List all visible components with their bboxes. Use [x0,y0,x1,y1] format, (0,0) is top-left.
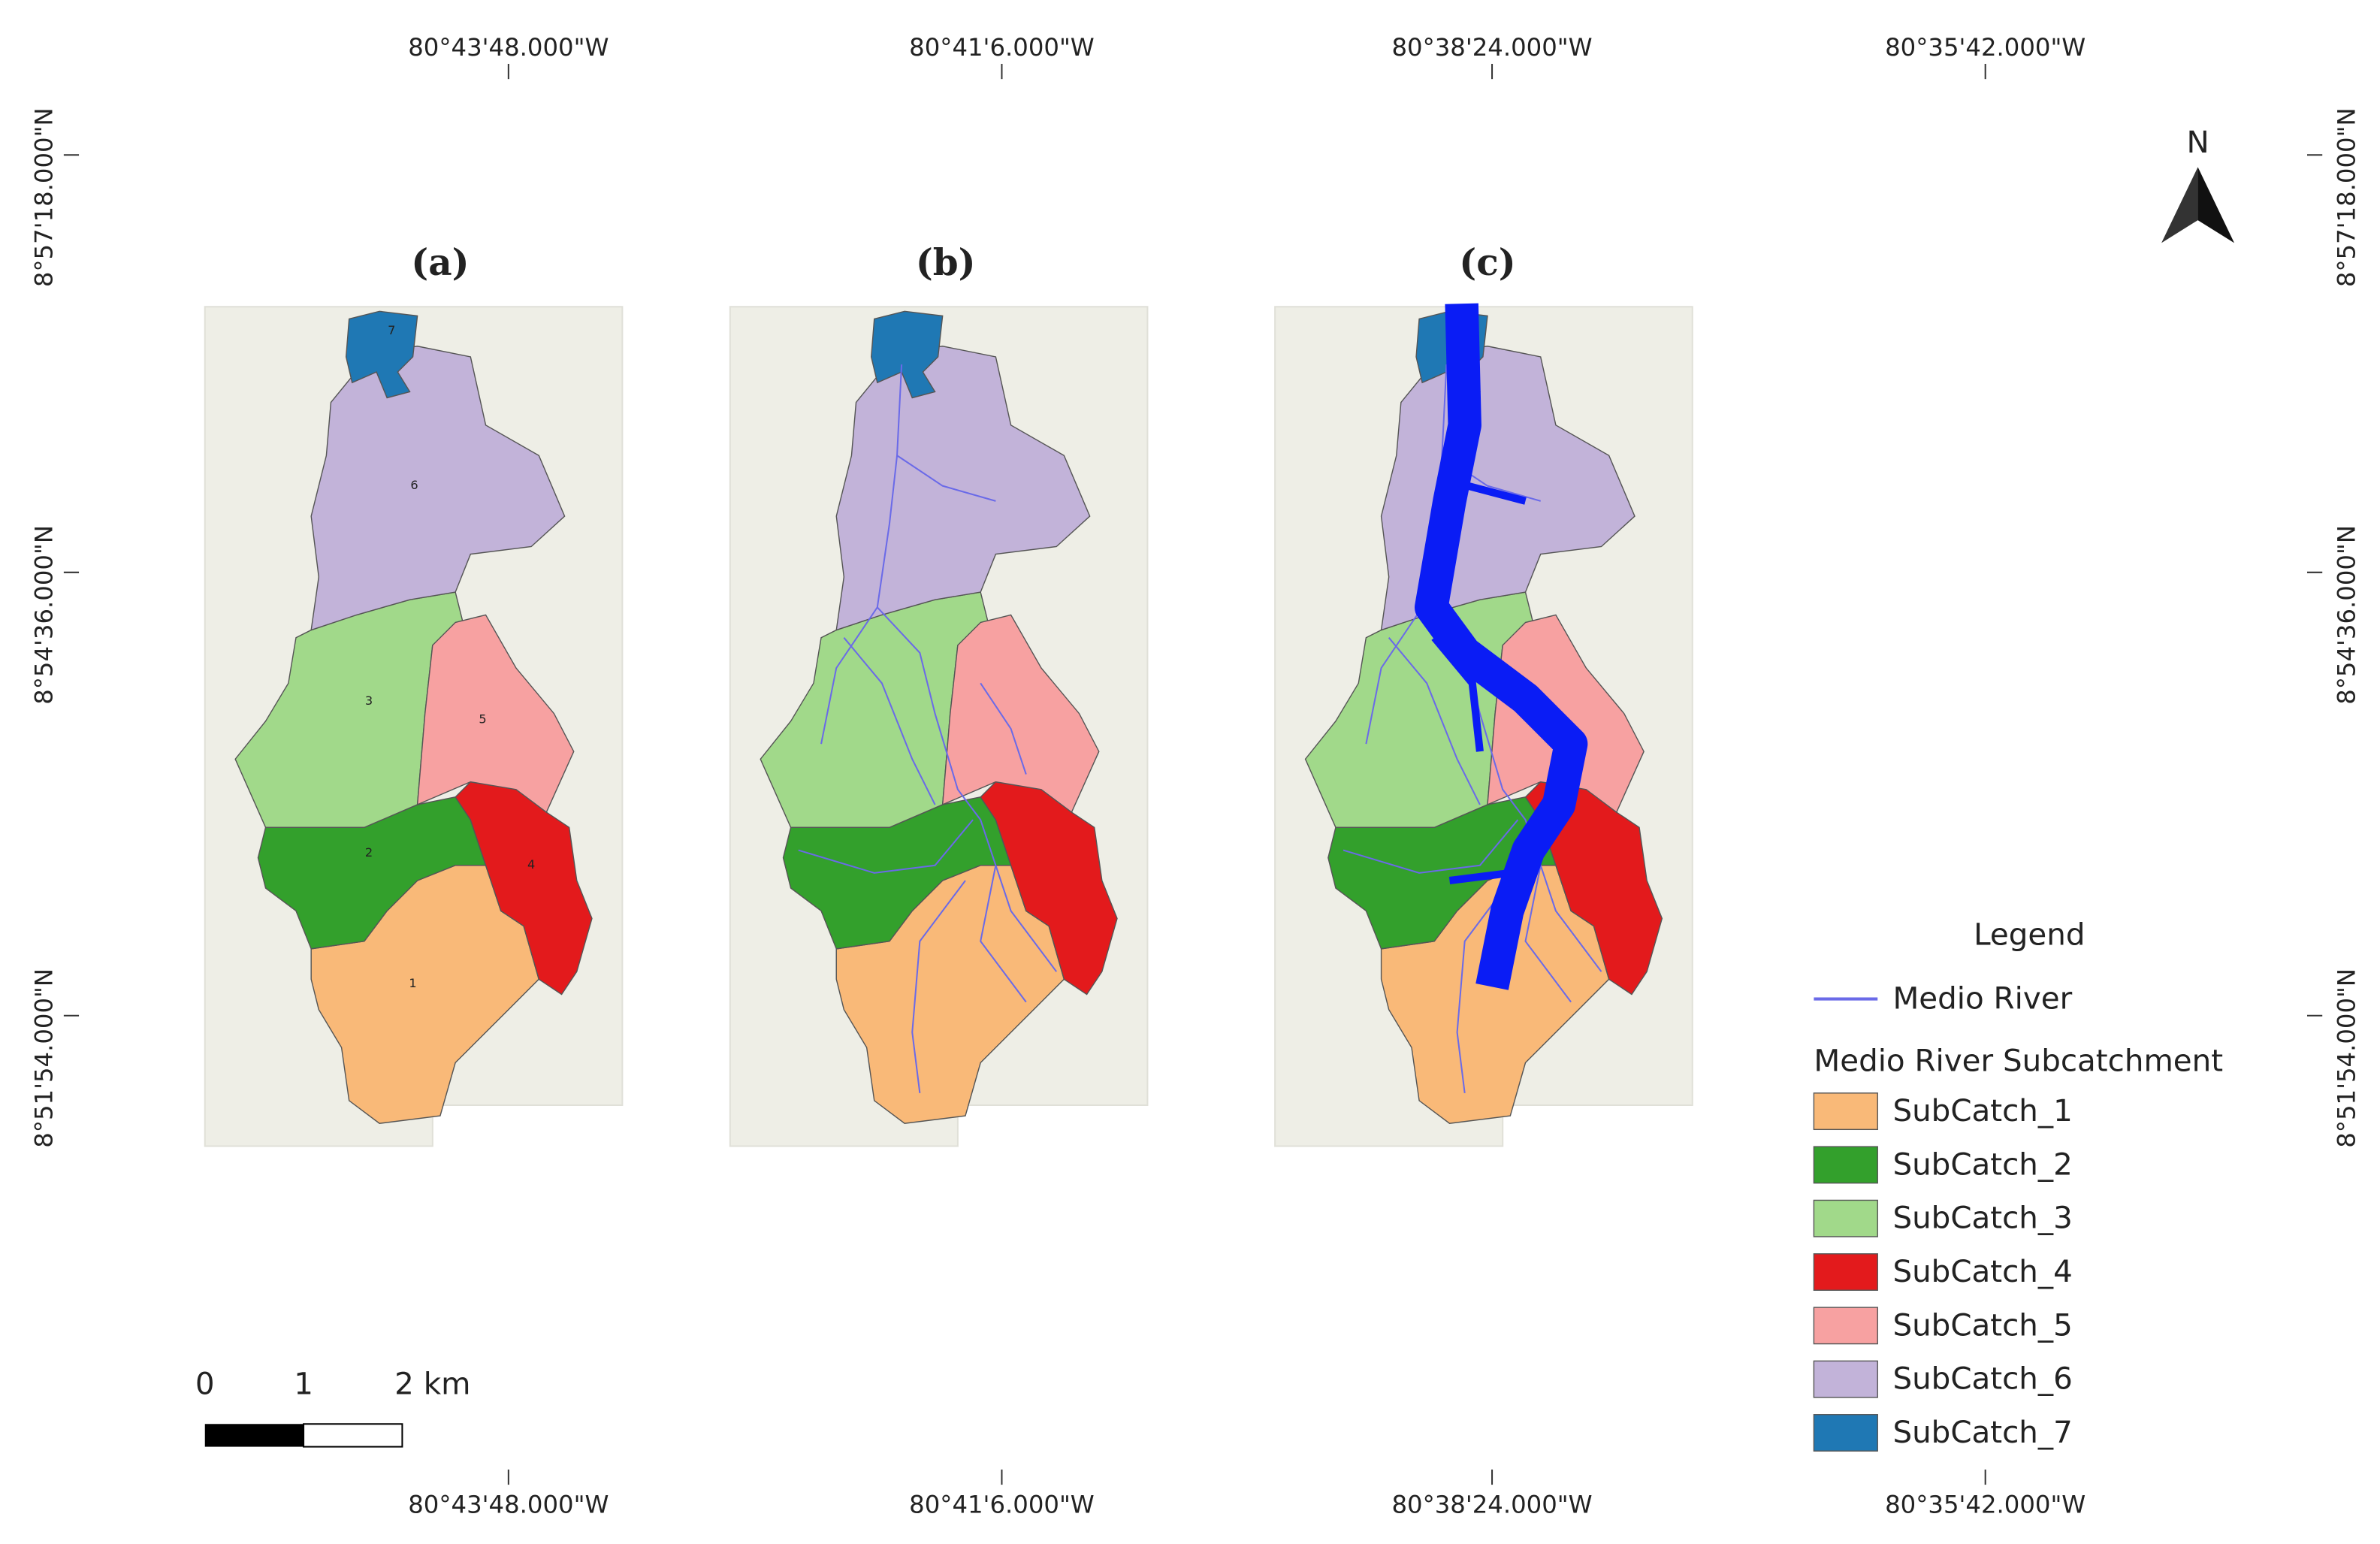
legend-swatch [1813,1199,1878,1237]
river [843,637,936,805]
legend-label: SubCatch_1 [1892,1092,2072,1129]
subcatchment-number: 2 [365,845,373,860]
bottom-coord-label: 80°41'6.000"W [909,1490,1095,1518]
scale-label: 0 [195,1366,215,1402]
river [911,880,966,1093]
river [980,865,1027,1003]
scale-bar [204,1424,304,1447]
subcatchment-number: 7 [388,323,395,337]
river [980,682,1027,775]
legend-title: Legend [1974,917,2085,953]
river [1524,865,1572,1003]
subcatchment-number: 1 [409,976,416,990]
legend-label: SubCatch_7 [1892,1414,2072,1450]
subcatchment [1327,796,1557,950]
legend-swatch [1813,1253,1878,1291]
subcatchment [416,614,575,814]
subcatchment [782,796,1012,950]
scale-label: 1 [294,1366,313,1402]
subcatchment [345,310,418,399]
bottom-coord-label: 80°43'48.000"W [408,1490,609,1518]
left-coord-label: 8°57'18.000"N [30,107,59,287]
north-arrow [2197,167,2235,243]
river [896,455,996,502]
subcatchment [941,614,1100,814]
top-coord-label: 80°41'6.000"W [909,33,1095,62]
legend-label: SubCatch_3 [1892,1200,2072,1236]
subcatchment [257,796,487,950]
legend-swatch [1813,1360,1878,1398]
scale-label: 2 km [394,1366,470,1402]
top-coord-label: 80°43'48.000"W [408,33,609,62]
panel-label: (a) [411,241,469,284]
legend-swatch [1813,1146,1878,1184]
north-arrow [2161,167,2198,243]
subcatchment [1487,614,1645,814]
legend-label: SubCatch_6 [1892,1361,2072,1397]
right-coord-label: 8°51'54.000"N [2333,968,2361,1148]
river [877,606,1058,972]
map-panel: (b) [729,241,1149,1147]
map-panel: (c) [1274,241,1693,1147]
north-label: N [2186,124,2209,160]
top-coord-label: 80°35'42.000"W [1885,33,2086,62]
map-panel: (a) 1 2 3 4 5 6 7 [204,241,624,1147]
legend-group: Medio River Subcatchment [1814,1042,2223,1078]
left-coord-label: 8°51'54.000"N [30,968,59,1148]
scale-bar [303,1423,403,1448]
left-coord-label: 8°54'36.000"N [30,525,59,705]
river [820,364,903,745]
panel-label: (c) [1459,241,1515,284]
panel-label: (b) [916,241,976,284]
river [1343,819,1519,874]
legend-label: SubCatch_5 [1892,1307,2072,1343]
subcatchment [310,346,566,631]
legend-swatch [1813,1414,1878,1452]
legend-swatch [1813,1092,1878,1131]
right-coord-label: 8°57'18.000"N [2333,107,2361,287]
bottom-coord-label: 80°35'42.000"W [1885,1490,2086,1518]
subcatchment-number: 4 [527,857,535,872]
bottom-coord-label: 80°38'24.000"W [1391,1490,1592,1518]
subcatchment [871,310,944,399]
right-coord-label: 8°54'36.000"N [2333,525,2361,705]
legend-label: SubCatch_2 [1892,1146,2072,1182]
river [1388,637,1481,805]
river-channel [1431,482,1527,884]
legend-swatch [1813,1307,1878,1345]
legend-label: Medio River [1892,980,2072,1017]
subcatchment-number: 3 [365,693,373,708]
subcatchment-number: 5 [479,712,486,726]
river [1456,880,1512,1093]
top-coord-label: 80°38'24.000"W [1391,33,1592,62]
river [798,819,974,874]
subcatchment-number: 6 [410,478,418,492]
river-channel [1415,303,1588,990]
legend-label: SubCatch_4 [1892,1253,2072,1289]
